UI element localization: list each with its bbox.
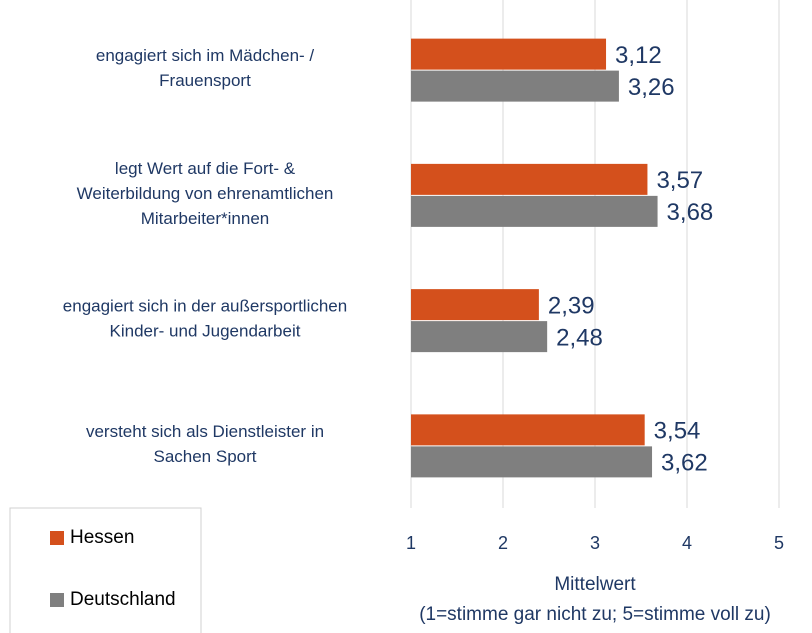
legend-swatch xyxy=(50,531,64,545)
category-line: versteht sich als Dienstleister in xyxy=(86,422,324,441)
bar xyxy=(411,70,619,102)
bar xyxy=(411,414,645,446)
category-label: versteht sich als Dienstleister in Sachen… xyxy=(86,422,324,466)
category-line: engagiert sich in der außersportlichen xyxy=(63,297,347,316)
value-label: 3,12 xyxy=(615,42,662,69)
bar xyxy=(411,163,648,195)
value-label: 3,26 xyxy=(628,74,675,101)
legend-label: Deutschland xyxy=(70,589,176,610)
legend-swatch xyxy=(50,593,64,607)
category-label: engagiert sich im Mädchen- / Frauensport xyxy=(96,47,315,91)
value-label: 2,48 xyxy=(556,324,603,351)
x-tick-label: 1 xyxy=(406,533,416,553)
category-label: engagiert sich in der außersportlichen Ki… xyxy=(63,297,347,341)
category-line: engagiert sich im Mädchen- / xyxy=(96,47,315,66)
legend-label: Hessen xyxy=(70,527,134,548)
x-tick-label: 4 xyxy=(682,533,692,553)
axis-title: (1=stimme gar nicht zu; 5=stimme voll zu… xyxy=(419,604,771,625)
category-line: legt Wert auf die Fort- & xyxy=(115,159,296,178)
category-line: Kinder- und Jugendarbeit xyxy=(110,322,301,341)
axis-title: Mittelwert xyxy=(554,574,636,595)
category-line: Frauensport xyxy=(159,72,251,91)
value-label: 3,57 xyxy=(656,167,703,194)
category-line: Sachen Sport xyxy=(153,447,256,466)
value-label: 2,39 xyxy=(548,292,595,319)
bar xyxy=(411,195,658,227)
category-label: legt Wert auf die Fort- & Weiterbildung v… xyxy=(77,159,334,228)
value-label: 3,54 xyxy=(654,418,701,445)
value-label: 3,62 xyxy=(661,450,708,477)
x-tick-label: 5 xyxy=(774,533,784,553)
bar xyxy=(411,446,653,478)
bar xyxy=(411,289,539,321)
x-tick-label: 3 xyxy=(590,533,600,553)
x-tick-label: 2 xyxy=(498,533,508,553)
bar xyxy=(411,38,607,70)
category-line: Mitarbeiter*innen xyxy=(141,209,270,228)
bar xyxy=(411,321,548,353)
category-line: Weiterbildung von ehrenamtlichen xyxy=(77,184,334,203)
legend-box xyxy=(9,507,202,633)
value-label: 3,68 xyxy=(667,199,714,226)
